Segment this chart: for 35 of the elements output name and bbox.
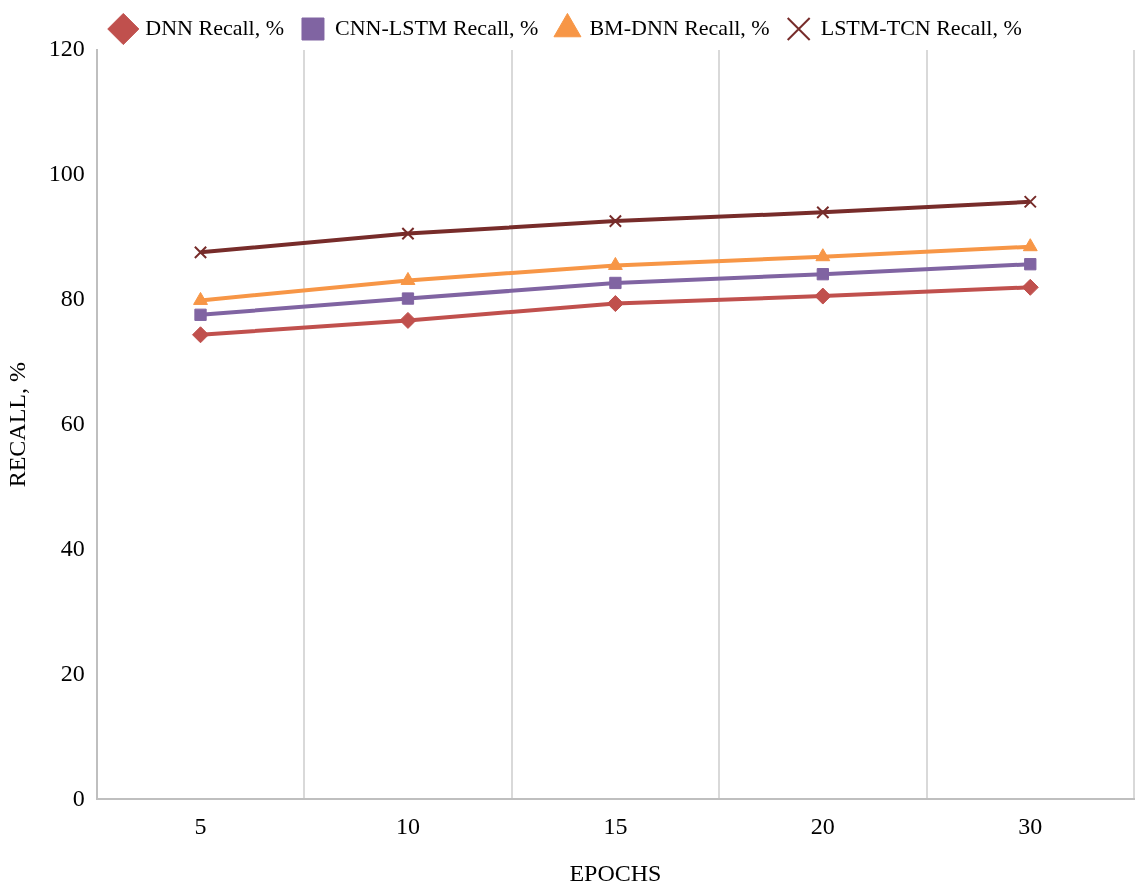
point: [399, 311, 417, 329]
point: [1024, 258, 1037, 271]
y-tick-label: 0: [72, 784, 85, 811]
point: [816, 268, 829, 281]
y-tick-label: 20: [60, 659, 85, 686]
point: [192, 326, 210, 344]
point: [815, 248, 831, 262]
y-tick-label: 40: [60, 534, 85, 561]
y-tick-label: 100: [48, 160, 85, 187]
x-tick-label: 20: [810, 813, 835, 840]
point: [606, 295, 624, 313]
legend-label: CNN-LSTM Recall, %: [334, 14, 539, 40]
point: [194, 308, 207, 321]
y-tick-label: 80: [60, 285, 85, 312]
point: [609, 276, 622, 290]
point: [193, 245, 208, 259]
y-axis-title: RECALL, %: [3, 362, 30, 488]
legend-label: BM-DNN Recall, %: [589, 14, 770, 40]
point: [608, 214, 623, 228]
point: [814, 287, 832, 305]
x-axis-title: EPOCHS: [569, 859, 662, 886]
x-tick-label: 30: [1018, 813, 1043, 840]
x-tick-label: 15: [603, 813, 628, 840]
point: [401, 292, 415, 305]
point: [1022, 238, 1038, 252]
y-tick-label: 120: [48, 35, 85, 62]
x-tick-label: 10: [395, 813, 420, 840]
y-tick-label: 60: [60, 410, 85, 436]
point: [816, 205, 830, 220]
legend-label: LSTM-TCN Recall, %: [820, 14, 1022, 40]
point: [1023, 195, 1037, 209]
point: [401, 226, 415, 241]
x-tick-label: 5: [194, 813, 207, 840]
point: [1021, 278, 1039, 296]
legend-label: DNN Recall, %: [145, 14, 284, 40]
